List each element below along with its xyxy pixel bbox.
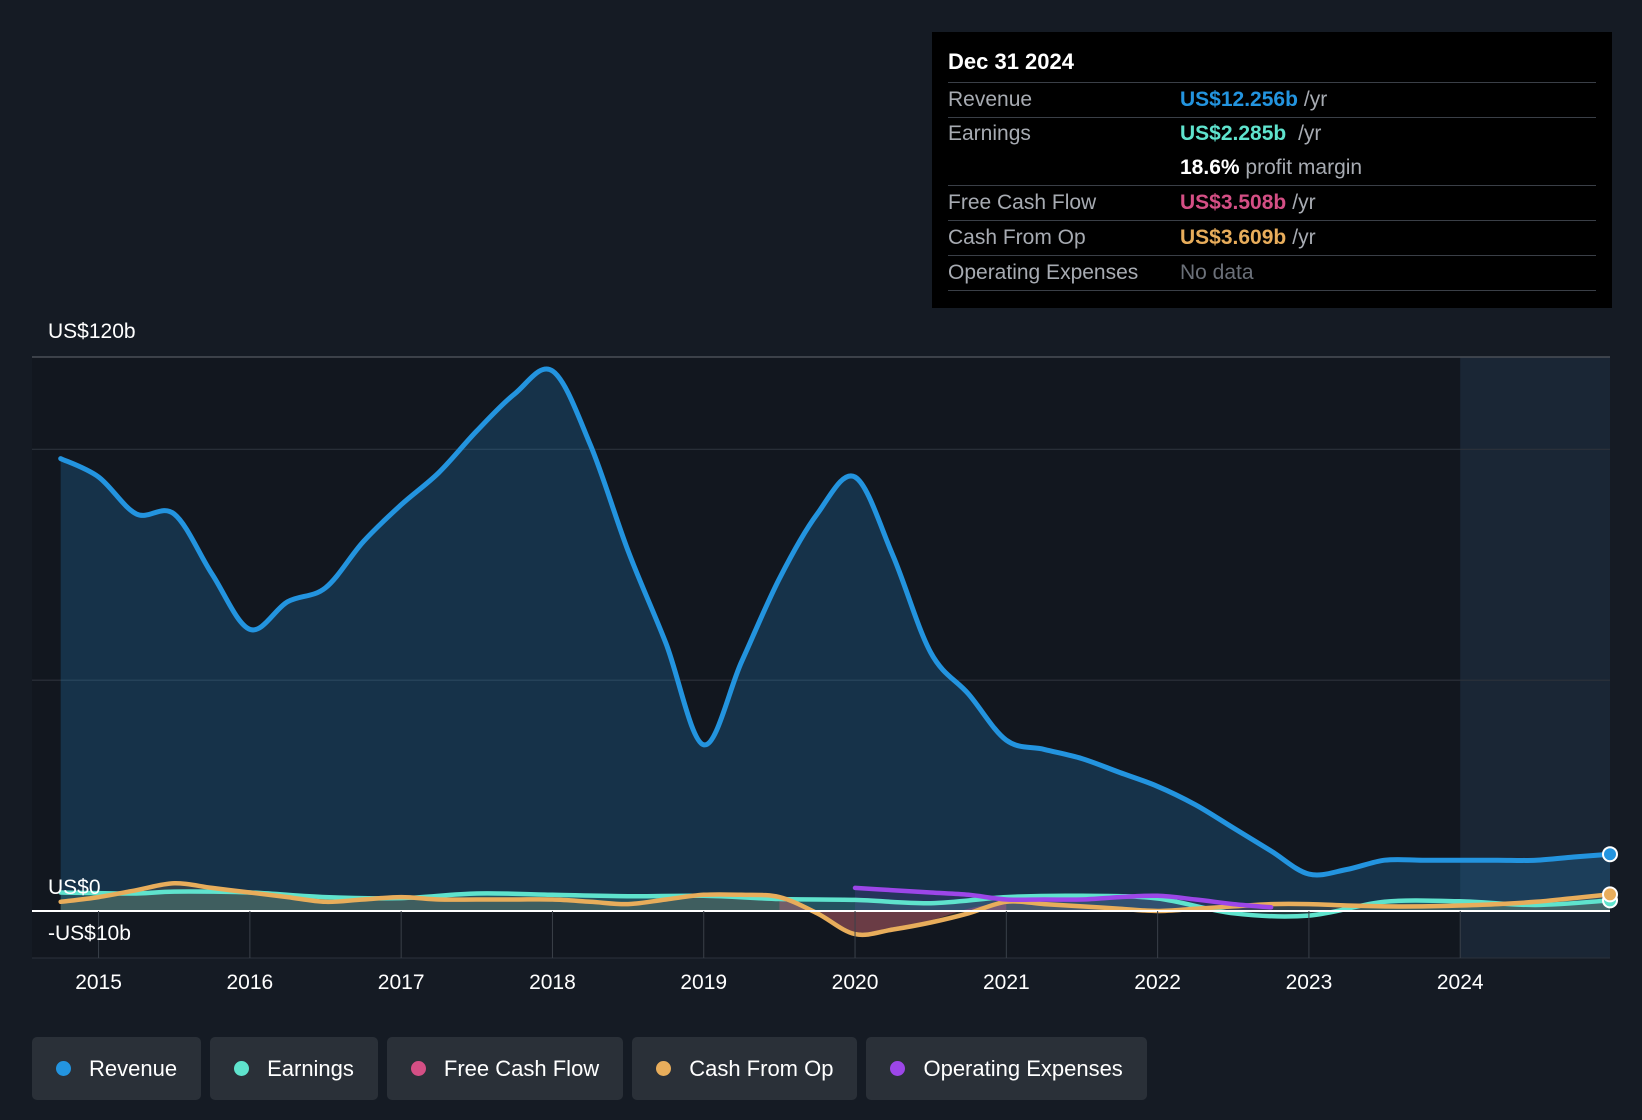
- legend-label: Free Cash Flow: [443, 1055, 600, 1081]
- tooltip-unit: /yr: [1292, 191, 1316, 214]
- tooltip-label: Operating Expenses: [948, 261, 1139, 284]
- x-tick-label: 2018: [529, 971, 576, 994]
- tooltip-row-free-cash-flow: Free Cash Flow US$3.508b /yr: [948, 185, 1596, 220]
- tooltip-value: US$12.256b: [1180, 88, 1298, 111]
- legend-label: Earnings: [267, 1055, 354, 1081]
- legend-label: Revenue: [89, 1055, 178, 1081]
- x-tick-label: 2024: [1437, 971, 1484, 994]
- tooltip-label: Cash From Op: [948, 226, 1086, 249]
- tooltip-unit: /yr: [1303, 88, 1328, 111]
- legend: Revenue Earnings Free Cash Flow Cash Fro…: [32, 1037, 1147, 1100]
- profit-margin-label: profit margin: [1245, 156, 1363, 179]
- legend-item-revenue[interactable]: Revenue: [32, 1037, 202, 1100]
- series-line-earnings: [58, 889, 1613, 919]
- revenue-dot-icon: [56, 1061, 71, 1076]
- y-axis-bottom-label: -US$10b: [48, 922, 131, 945]
- series-area-revenue: [60, 368, 1611, 911]
- plot-area: [32, 357, 1610, 958]
- chart-svg: 2015 2016 2017 2018 2019 2020 2021 2022 2023 2024: [32, 356, 1618, 994]
- x-tick-label: 2020: [832, 971, 879, 994]
- tooltip-panel: Dec 31 2024 Revenue US$12.256b /yr Earni…: [932, 32, 1612, 308]
- tooltip-label: Earnings: [948, 122, 1031, 145]
- legend-item-earnings[interactable]: Earnings: [210, 1037, 378, 1100]
- cash-from-op-dot-icon: [656, 1061, 672, 1076]
- tooltip-value: US$2.285b: [1180, 122, 1287, 145]
- x-tick-label: 2015: [75, 971, 122, 994]
- profit-margin: 18.6% profit margin: [1180, 156, 1362, 180]
- legend-item-cash-from-op[interactable]: Cash From Op: [632, 1037, 858, 1100]
- series-area-operating_expenses: [855, 887, 1272, 911]
- marker-cash_from_op: [1602, 886, 1618, 903]
- y-axis-zero-label: US$0: [48, 876, 101, 899]
- legend-item-free-cash-flow[interactable]: Free Cash Flow: [386, 1037, 624, 1100]
- tooltip-row-operating-expenses: Operating Expenses No data: [948, 255, 1596, 291]
- series-area-free_cash_flow: [779, 899, 1007, 933]
- tooltip-value: No data: [1180, 261, 1254, 284]
- tooltip-row-cash-from-op: Cash From Op US$3.609b /yr: [948, 220, 1596, 255]
- tooltip-row-earnings: Earnings US$2.285b /yr 18.6% profit marg…: [948, 117, 1596, 185]
- legend-label: Cash From Op: [689, 1055, 834, 1081]
- earnings-dot-icon: [234, 1061, 250, 1076]
- x-tick-label: 2023: [1286, 971, 1333, 994]
- tooltip-label: Free Cash Flow: [948, 191, 1097, 214]
- profit-margin-value: 18.6%: [1180, 156, 1240, 179]
- legend-item-operating-expenses[interactable]: Operating Expenses: [866, 1037, 1147, 1100]
- tooltip-unit: /yr: [1292, 226, 1316, 249]
- x-tick-label: 2022: [1134, 971, 1181, 994]
- x-tick-label: 2017: [378, 971, 425, 994]
- tooltip-value: US$3.508b: [1180, 191, 1287, 214]
- tooltip-date: Dec 31 2024: [948, 49, 1074, 74]
- operating-expenses-dot-icon: [890, 1061, 906, 1076]
- tooltip-label: Revenue: [948, 88, 1033, 111]
- series-line-cash_from_op: [58, 881, 1613, 938]
- series-line-operating_expenses: [852, 885, 1274, 910]
- tooltip-unit: /yr: [1298, 122, 1322, 145]
- x-tick-label: 2019: [680, 971, 727, 994]
- x-tick-label: 2021: [983, 971, 1030, 994]
- free-cash-flow-dot-icon: [410, 1061, 426, 1076]
- tooltip-value: US$3.609b: [1180, 226, 1287, 249]
- series-line-revenue: [58, 366, 1613, 878]
- x-tick-label: 2016: [227, 971, 274, 994]
- tooltip-row-revenue: Revenue US$12.256b /yr: [948, 82, 1596, 117]
- y-axis-top-label: US$120b: [48, 320, 136, 343]
- legend-label: Operating Expenses: [923, 1055, 1123, 1081]
- marker-revenue: [1602, 846, 1618, 863]
